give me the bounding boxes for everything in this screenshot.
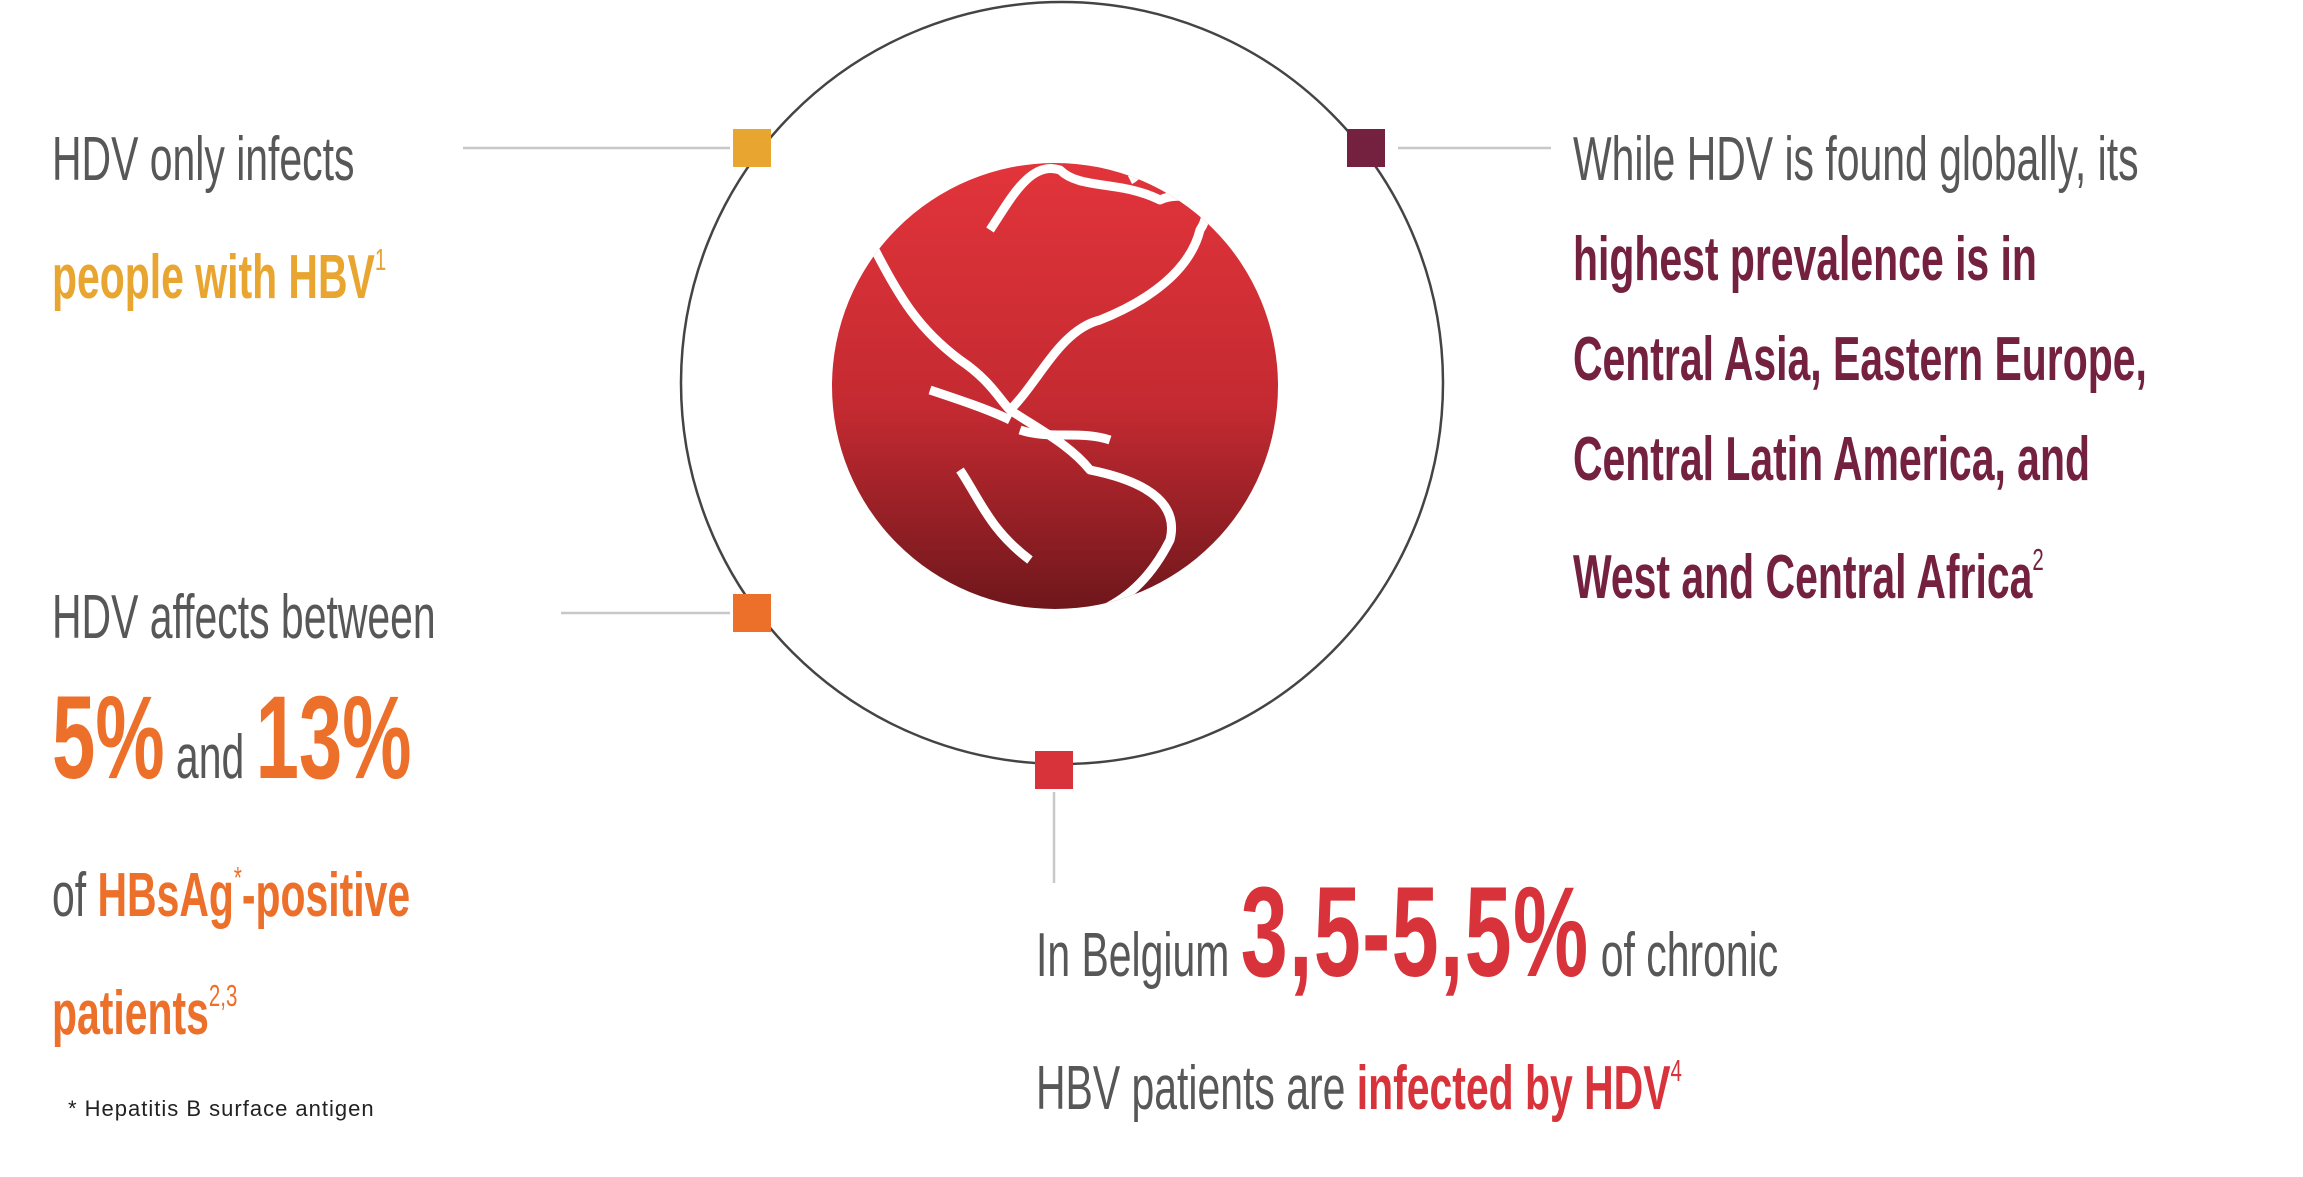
callout-highlight: West and Central Africa2 <box>1573 510 2147 628</box>
callout-highlight: -positive <box>241 860 411 930</box>
callout: HDV only infects people with HBV1 <box>52 110 386 328</box>
reference: 2 <box>2032 542 2044 577</box>
callout-highlight: highest prevalence is in <box>1573 225 2037 294</box>
callout: While HDV is found globally, its highest… <box>1573 110 2147 628</box>
callout-text: and <box>175 723 245 792</box>
callout-text: While HDV is found globally, its <box>1573 125 2139 194</box>
callout-text: of chronic <box>1600 921 1779 990</box>
marker <box>1035 751 1073 789</box>
marker <box>733 594 771 632</box>
callout-highlight: HBsAg <box>97 860 234 930</box>
callout-line: HBV patients are infected by HDV4 <box>1036 1021 1778 1139</box>
callout-text: HBV patients are <box>1036 1053 1346 1123</box>
globe <box>832 163 1278 609</box>
reference: 4 <box>1670 1053 1682 1088</box>
callout-text: HDV affects between <box>52 583 436 652</box>
coastlines <box>865 163 1254 609</box>
connectors <box>463 146 1551 883</box>
callout-highlight: people with HBV1 <box>52 210 386 328</box>
callout-line: In Belgium 3,5-5,5% of chronic <box>1036 868 1778 1021</box>
callout-highlight: infected by HDV <box>1356 1053 1671 1123</box>
marker <box>1347 129 1385 167</box>
footnote-marker: * <box>233 860 242 895</box>
highlight-text: people with HBV <box>52 242 375 312</box>
figure: 5% <box>52 672 165 804</box>
callout-figures: 5% and 13% <box>52 668 436 828</box>
callout: HDV affects between 5% and 13% of HBsAg*… <box>52 568 436 1064</box>
callout-highlight: Central Asia, Eastern Europe, <box>1573 325 2147 394</box>
figure: 13% <box>255 672 412 804</box>
highlight-text: West and Central Africa <box>1573 542 2033 612</box>
callout-text: HDV only infects <box>52 125 355 194</box>
callout-highlight: patients2,3 <box>52 946 436 1064</box>
marker <box>733 129 771 167</box>
callout-highlight: Central Latin America, and <box>1573 425 2090 494</box>
callout-text: In Belgium <box>1036 921 1230 990</box>
highlight-text: patients <box>52 978 209 1048</box>
callout: In Belgium 3,5-5,5% of chronic HBV patie… <box>1036 868 1778 1139</box>
figure: 3,5-5,5% <box>1240 861 1590 1004</box>
reference: 2,3 <box>208 977 238 1013</box>
callout-text: of <box>52 860 87 930</box>
footnote: * Hepatitis B surface antigen <box>68 1096 375 1121</box>
callout-line: of HBsAg*-positive <box>52 828 436 946</box>
reference: 1 <box>374 242 387 277</box>
